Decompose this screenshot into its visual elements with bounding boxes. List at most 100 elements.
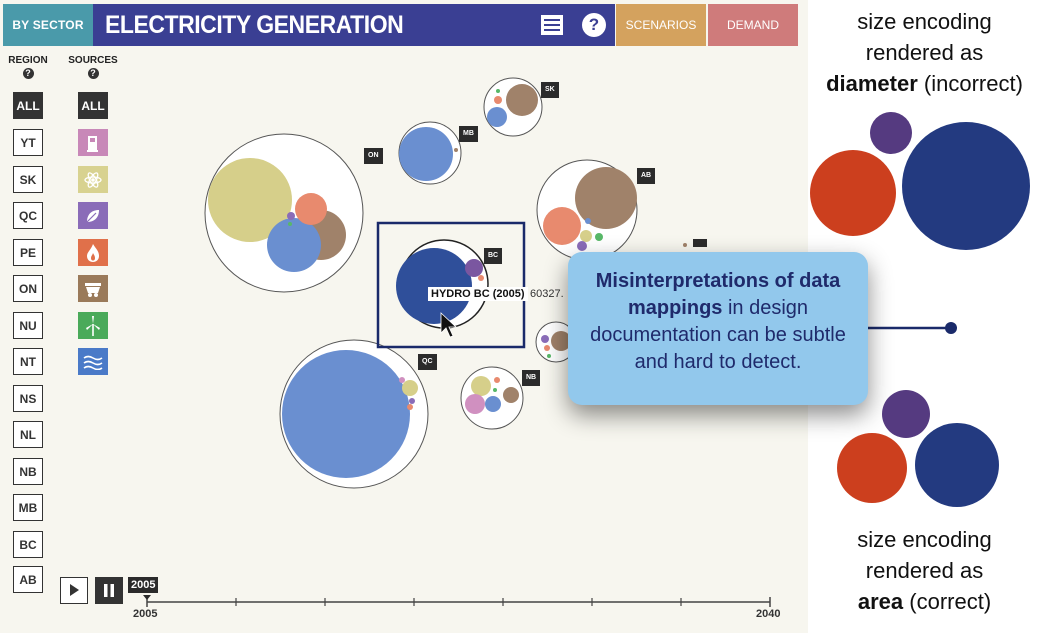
area-demo-purple bbox=[882, 390, 930, 438]
region-ab-button[interactable]: AB bbox=[13, 566, 43, 593]
diameter-demo-red bbox=[810, 150, 896, 236]
area-demo-red bbox=[837, 433, 907, 503]
on-gas-bubble bbox=[295, 193, 327, 225]
region-mb-button[interactable]: MB bbox=[13, 494, 43, 521]
region-nb-button[interactable]: NB bbox=[13, 458, 43, 485]
timeline-start-label: 2005 bbox=[133, 608, 158, 620]
region-bubble-ab[interactable] bbox=[536, 159, 638, 261]
region-nl-button[interactable]: NL bbox=[13, 421, 43, 448]
annotation-area-bold: area bbox=[857, 589, 904, 614]
hover-tooltip-label: HYDRO BC (2005) bbox=[428, 287, 528, 301]
diameter-demo-blue bbox=[902, 122, 1030, 250]
timeline-end-label: 2040 bbox=[756, 608, 781, 620]
ab-coal-bubble bbox=[575, 167, 637, 229]
region-tag-sk: SK bbox=[541, 82, 559, 98]
annotation-area: size encoding rendered as area (correct) bbox=[808, 524, 1041, 617]
on-wind-bubble bbox=[288, 222, 292, 226]
sources-all-button[interactable]: ALL bbox=[78, 92, 108, 119]
sk-hydro-bubble bbox=[487, 107, 507, 127]
play-icon bbox=[70, 584, 79, 596]
selection-highlight-box bbox=[376, 221, 526, 349]
list-icon[interactable] bbox=[541, 15, 563, 35]
sources-heading-label: SOURCES bbox=[68, 55, 118, 66]
fuel-pump-icon bbox=[87, 135, 98, 152]
scenarios-button[interactable]: SCENARIOS bbox=[616, 4, 706, 46]
on-biomass-bubble bbox=[287, 212, 295, 220]
region-heading: REGION ? bbox=[8, 55, 48, 79]
flame-icon bbox=[87, 243, 99, 262]
area-demo-blue bbox=[915, 423, 999, 507]
leaf-icon bbox=[86, 209, 99, 222]
pause-icon bbox=[104, 584, 114, 597]
annotation-area-tail: (correct) bbox=[903, 589, 992, 614]
source-biomass-button[interactable] bbox=[78, 202, 108, 229]
region-tag-mb: MB bbox=[459, 126, 478, 142]
sk-coal-bubble bbox=[506, 84, 538, 116]
annotation-diameter-tail: (incorrect) bbox=[917, 71, 1023, 96]
ab-gas-bubble bbox=[543, 207, 581, 245]
region-yt-button[interactable]: YT bbox=[13, 129, 43, 156]
source-coal-button[interactable] bbox=[78, 275, 108, 302]
region-tag-bc: BC bbox=[484, 248, 503, 264]
source-gas-button[interactable] bbox=[78, 239, 108, 266]
region-on-button[interactable]: ON bbox=[13, 275, 43, 302]
mb-hydro-bubble bbox=[399, 127, 453, 181]
annotation-diameter-line2: rendered as bbox=[865, 40, 984, 65]
region-bubble-bc[interactable] bbox=[396, 239, 489, 329]
source-wind-button[interactable] bbox=[78, 312, 108, 339]
wind-turbine-icon bbox=[86, 315, 100, 336]
region-bubble-nb[interactable] bbox=[460, 366, 524, 430]
callout-box: Misinterpretations of data mappings in d… bbox=[568, 252, 868, 405]
source-hydro-button[interactable] bbox=[78, 348, 108, 375]
annotation-diameter-bold: diameter bbox=[826, 71, 918, 96]
annotation-diameter-line1: size encoding bbox=[857, 9, 992, 34]
sources-heading: SOURCES ? bbox=[68, 55, 118, 79]
on-hydro-bubble bbox=[267, 218, 321, 272]
region-nu-button[interactable]: NU bbox=[13, 312, 43, 339]
demand-button[interactable]: DEMAND bbox=[708, 4, 798, 46]
on-nuclear-bubble bbox=[208, 158, 292, 242]
region-ns-button[interactable]: NS bbox=[13, 385, 43, 412]
callout-bold-text: Misinterpretations of data mappings bbox=[595, 270, 841, 319]
region-tag-ab: AB bbox=[637, 168, 656, 184]
qc-hydro-bubble bbox=[282, 350, 410, 478]
play-button[interactable] bbox=[60, 577, 88, 604]
coal-cart-icon bbox=[85, 282, 101, 297]
region-sk-button[interactable]: SK bbox=[13, 166, 43, 193]
timeline-current-year[interactable]: 2005 bbox=[128, 577, 159, 593]
source-nuclear-button[interactable] bbox=[78, 166, 108, 193]
region-bubble-qc[interactable] bbox=[279, 339, 429, 489]
title-bar: ELECTRICITY GENERATION ? bbox=[93, 4, 615, 46]
timeline-axis[interactable] bbox=[143, 595, 771, 607]
region-all-button[interactable]: ALL bbox=[13, 92, 43, 119]
region-tag-on: ON bbox=[364, 148, 383, 164]
pause-button[interactable] bbox=[95, 577, 123, 604]
water-waves-icon bbox=[83, 355, 103, 370]
region-bubble-on[interactable] bbox=[204, 133, 364, 293]
annotation-diameter: size encoding rendered as diameter (inco… bbox=[808, 6, 1041, 99]
region-bubble-sk[interactable] bbox=[483, 77, 543, 137]
callout-text: Misinterpretations of data mappings in d… bbox=[580, 268, 856, 376]
region-tag-nb: NB bbox=[522, 370, 541, 386]
bc-biomass-bubble bbox=[465, 259, 483, 277]
by-sector-button[interactable]: BY SECTOR bbox=[3, 4, 93, 46]
region-help-icon[interactable]: ? bbox=[22, 68, 34, 79]
region-qc-button[interactable]: QC bbox=[13, 202, 43, 229]
region-pe-button[interactable]: PE bbox=[13, 239, 43, 266]
callout-rest-text: in design documentation can be subtle an… bbox=[590, 297, 846, 373]
region-heading-label: REGION bbox=[8, 55, 48, 66]
help-icon[interactable]: ? bbox=[582, 13, 606, 37]
region-tag-qc: QC bbox=[418, 354, 437, 370]
region-bubble-ns[interactable] bbox=[535, 321, 577, 363]
mouse-cursor bbox=[440, 312, 458, 338]
annotation-area-line2: rendered as bbox=[865, 558, 984, 583]
region-bc-button[interactable]: BC bbox=[13, 531, 43, 558]
source-oil-button[interactable] bbox=[78, 129, 108, 156]
region-nt-button[interactable]: NT bbox=[13, 348, 43, 375]
region-bubble-mb[interactable] bbox=[398, 121, 462, 185]
diameter-demo-purple bbox=[870, 112, 912, 154]
sources-help-icon[interactable]: ? bbox=[87, 68, 99, 79]
atom-icon bbox=[84, 171, 102, 188]
